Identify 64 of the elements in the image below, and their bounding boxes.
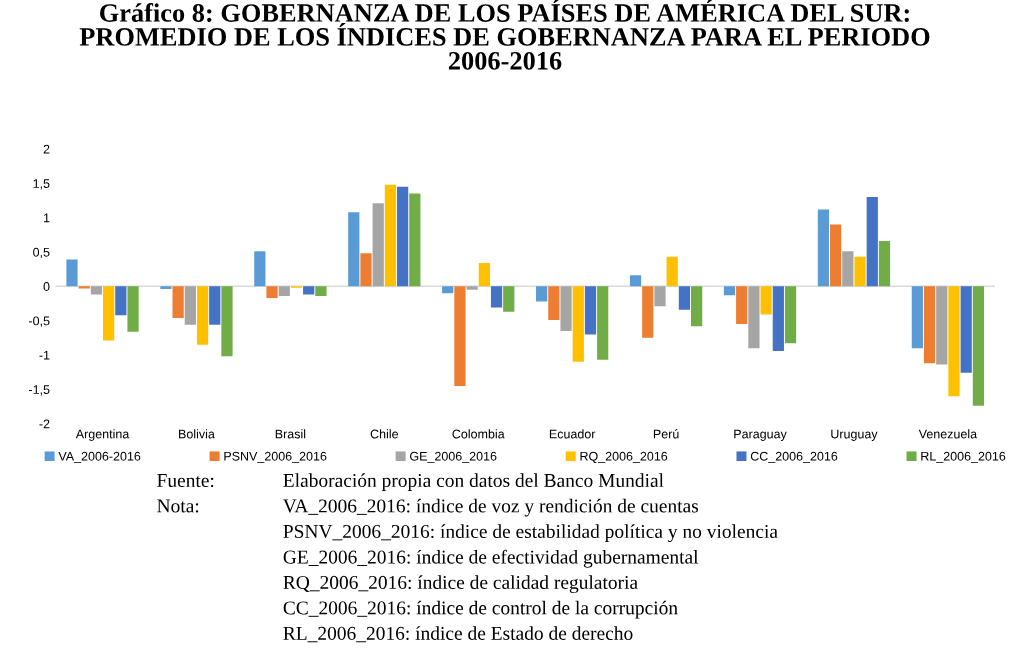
bar — [303, 286, 315, 295]
bar — [478, 262, 490, 287]
chart-title: Gráfico 8: GOBERNANZA DE LOS PAÍSES DE AMÉRICA DEL SUR: PROMEDIO DE LOS ÍNDICES DE GOBERNANZA PARA EL PERIODO 2006-2016 — [79, 0, 930, 70]
bar — [666, 256, 678, 287]
bar — [196, 286, 209, 345]
bar — [960, 286, 972, 373]
bar — [442, 286, 454, 294]
bar — [866, 197, 878, 287]
bar — [572, 286, 584, 362]
text: GE_2006_2016: índice de efectividad gubernamental — [283, 549, 699, 568]
bar — [772, 286, 784, 351]
bar — [723, 286, 736, 296]
bar — [784, 286, 797, 344]
bar — [948, 286, 960, 397]
bar — [830, 224, 842, 287]
bar — [372, 203, 384, 287]
bar — [384, 184, 397, 287]
text: CC_2006_2016: índice de control de la corrupción — [283, 600, 678, 619]
text: Fuente: Elaboración propia con datos del Banco Mundial — [157, 473, 664, 491]
bar — [654, 286, 666, 307]
bar — [923, 286, 936, 364]
bar — [115, 286, 127, 316]
bar — [629, 275, 642, 287]
bar — [397, 186, 409, 287]
bar — [597, 286, 609, 360]
bar — [503, 286, 515, 312]
text: Nota: VA_2006_2016: índice de voz y rendición de cuentas — [157, 498, 699, 517]
bar — [854, 256, 866, 287]
bar — [678, 286, 691, 310]
bar — [172, 286, 184, 318]
bar — [911, 286, 923, 349]
bar — [842, 251, 854, 287]
bar — [315, 286, 327, 296]
bar — [560, 286, 572, 331]
bar — [66, 259, 78, 287]
bar — [548, 286, 560, 320]
bar — [90, 286, 103, 295]
bar — [127, 286, 139, 332]
bar — [691, 286, 703, 327]
bar — [972, 286, 985, 406]
bar — [490, 286, 503, 308]
bar — [736, 286, 748, 325]
bar — [642, 286, 654, 338]
text: RL_2006_2016: índice de Estado de derecho — [283, 626, 633, 643]
bar — [748, 286, 760, 349]
bar — [536, 286, 548, 302]
text: RQ_2006_2016: índice de calidad regulatoria — [283, 575, 638, 593]
bar — [103, 286, 115, 341]
bar — [936, 286, 948, 365]
bar — [348, 212, 360, 287]
bar — [266, 286, 278, 298]
bar — [760, 286, 772, 315]
bar — [184, 286, 196, 325]
bar — [221, 286, 233, 357]
bar — [254, 251, 266, 287]
text: PSNV_2006_2016: índice de estabilidad política y no violencia — [283, 524, 778, 543]
bar — [454, 286, 466, 386]
bar — [409, 193, 421, 287]
bar — [584, 286, 597, 335]
bar — [278, 286, 290, 296]
bar — [209, 286, 221, 325]
bar — [817, 209, 830, 287]
bar — [360, 253, 372, 287]
bar — [878, 240, 891, 287]
